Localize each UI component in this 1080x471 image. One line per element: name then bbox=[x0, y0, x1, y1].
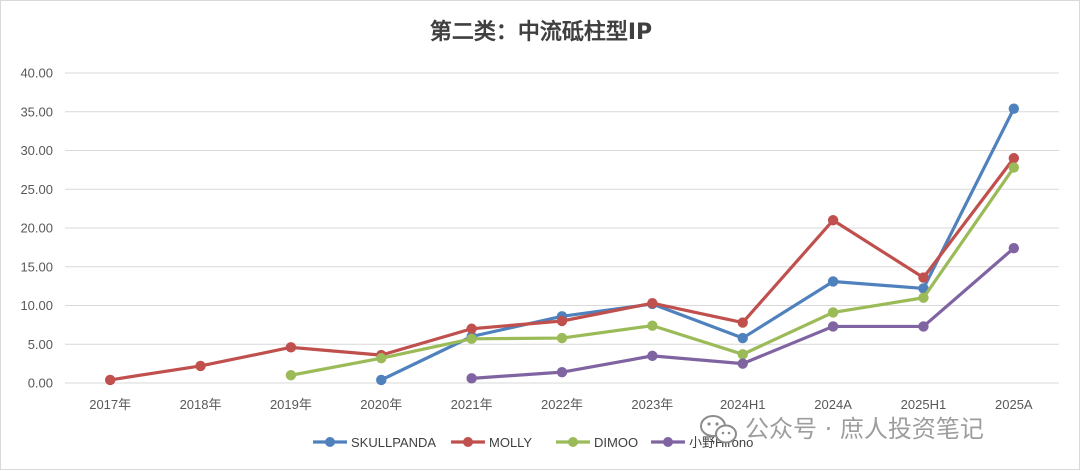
watermark: 公众号 · 庶人投资笔记 bbox=[700, 415, 984, 444]
x-tick-label: 2022年 bbox=[541, 397, 583, 412]
legend-marker bbox=[463, 437, 473, 447]
legend-item: DIMOO bbox=[556, 435, 638, 450]
x-tick-label: 2023年 bbox=[631, 397, 673, 412]
data-point bbox=[285, 342, 297, 353]
x-tick-label: 2017年 bbox=[89, 397, 131, 412]
data-point bbox=[1008, 162, 1020, 173]
legend-item: SKULLPANDA bbox=[313, 435, 436, 450]
data-point bbox=[1008, 153, 1020, 164]
data-point bbox=[737, 332, 748, 344]
data-point bbox=[376, 374, 387, 386]
data-point bbox=[104, 374, 116, 386]
data-point bbox=[827, 215, 839, 226]
data-point bbox=[466, 323, 477, 334]
y-tick-label: 35.00 bbox=[20, 104, 53, 119]
data-point bbox=[827, 276, 839, 287]
legend: SKULLPANDA MOLLY DIMOO 小野Hirono bbox=[313, 435, 753, 450]
wechat-icon bbox=[700, 415, 737, 444]
legend-item: MOLLY bbox=[451, 435, 532, 450]
data-point bbox=[647, 320, 658, 331]
data-point bbox=[737, 349, 748, 360]
legend-label: DIMOO bbox=[594, 435, 638, 450]
y-tick-label: 25.00 bbox=[20, 182, 53, 197]
data-point bbox=[285, 370, 297, 381]
y-tick-label: 10.00 bbox=[20, 298, 53, 313]
x-tick-label: 2024A bbox=[814, 397, 852, 412]
legend-marker bbox=[568, 437, 578, 447]
watermark-text: 公众号 · 庶人投资笔记 bbox=[745, 415, 984, 443]
data-point bbox=[918, 272, 929, 283]
series--hirono bbox=[466, 242, 1020, 384]
x-tick-label: 2025H1 bbox=[901, 397, 947, 412]
y-tick-label: 40.00 bbox=[20, 66, 53, 81]
x-tick-label: 2019年 bbox=[270, 397, 312, 412]
data-point bbox=[1008, 242, 1020, 254]
grid-layer bbox=[65, 72, 1059, 384]
series-molly bbox=[104, 153, 1020, 386]
y-tick-label: 0.00 bbox=[28, 376, 53, 391]
y-tick-label: 5.00 bbox=[28, 337, 53, 352]
chart-title: 第二类：中流砥柱型IP bbox=[430, 19, 652, 45]
legend-marker bbox=[325, 437, 335, 447]
x-tick-label: 2018年 bbox=[180, 397, 222, 412]
x-tick-label: 2024H1 bbox=[720, 397, 766, 412]
data-point bbox=[376, 353, 387, 364]
data-point bbox=[556, 332, 568, 344]
data-point bbox=[556, 366, 568, 378]
series-line bbox=[108, 156, 1016, 382]
data-point bbox=[737, 358, 748, 369]
data-point bbox=[827, 321, 839, 332]
data-point bbox=[466, 373, 477, 384]
legend-item: 小野Hirono bbox=[651, 435, 753, 450]
legend-marker bbox=[663, 437, 673, 447]
data-point bbox=[737, 317, 748, 328]
data-point bbox=[918, 292, 929, 303]
data-point bbox=[647, 350, 658, 362]
data-point bbox=[556, 315, 568, 327]
series-dimoo bbox=[285, 162, 1020, 381]
data-point bbox=[1008, 103, 1020, 114]
x-tick-label: 2025A bbox=[995, 397, 1033, 412]
x-tick-label: 2020年 bbox=[360, 397, 402, 412]
series-layer bbox=[104, 103, 1020, 386]
data-point bbox=[466, 333, 477, 345]
data-point bbox=[827, 307, 839, 318]
y-tick-label: 15.00 bbox=[20, 259, 53, 274]
y-axis-ticks: 0.00 5.00 10.00 15.00 20.00 25.00 30.00 35.00 40… bbox=[20, 66, 53, 391]
legend-label: SKULLPANDA bbox=[351, 435, 436, 450]
data-point bbox=[195, 360, 206, 372]
series-line bbox=[379, 107, 1016, 382]
legend-label: MOLLY bbox=[489, 435, 532, 450]
data-point bbox=[918, 321, 929, 332]
data-point bbox=[647, 297, 658, 309]
data-point bbox=[918, 283, 929, 294]
x-axis-ticks: 2017年 2018年 2019年 2020年 2021年 2022年 2023年 2024H… bbox=[89, 397, 1033, 412]
y-tick-label: 30.00 bbox=[20, 143, 53, 158]
x-tick-label: 2021年 bbox=[451, 397, 493, 412]
y-tick-label: 20.00 bbox=[20, 221, 53, 236]
